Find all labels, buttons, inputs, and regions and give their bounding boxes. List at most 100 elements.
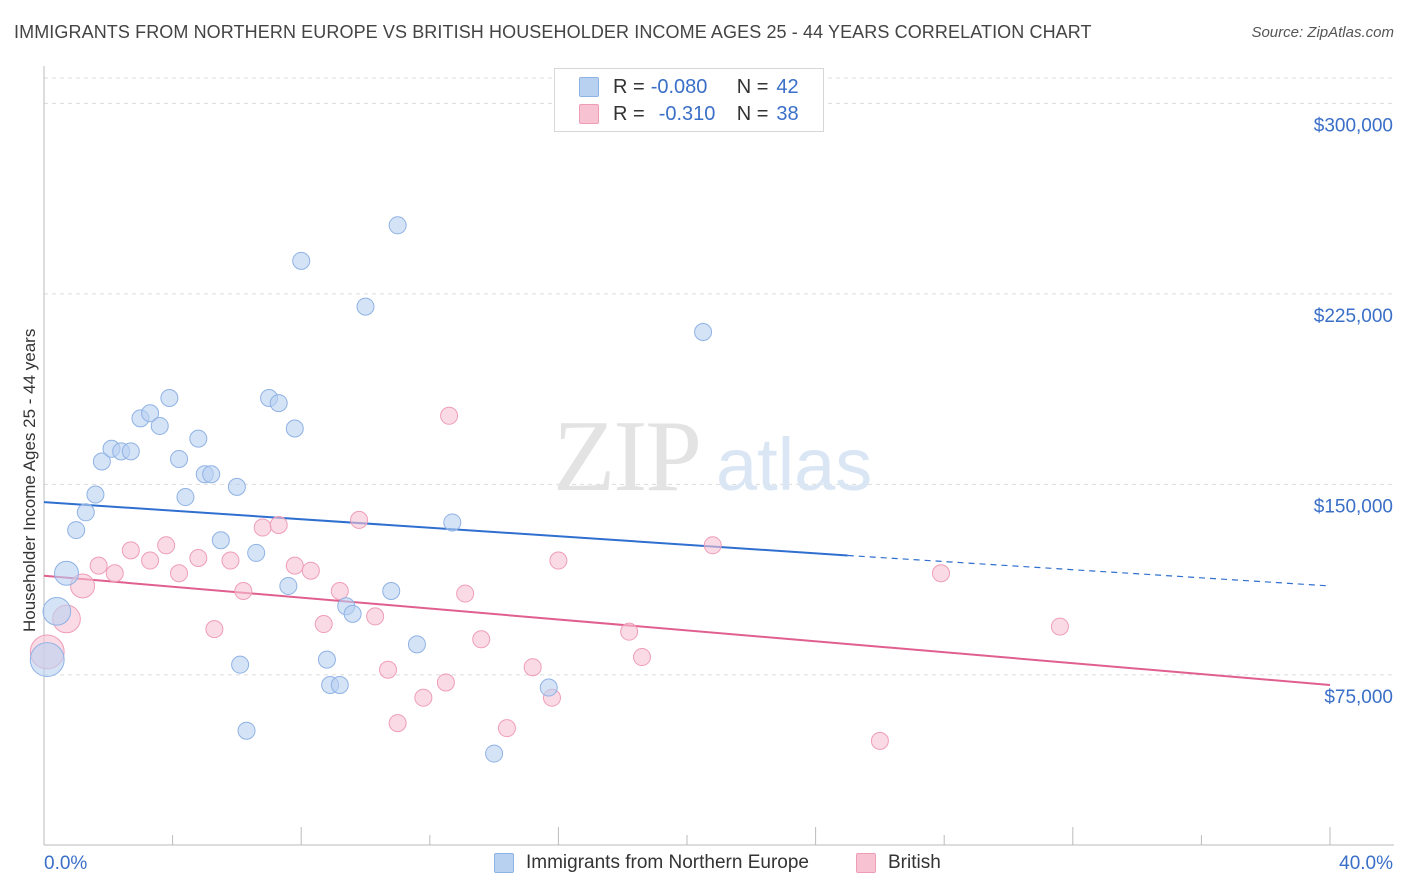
legend-r-label: R = [613, 102, 645, 125]
watermark-atlas: atlas [716, 423, 872, 506]
point-northern-europe [279, 576, 298, 595]
point-northern-europe [227, 477, 246, 496]
point-british [121, 541, 140, 560]
point-northern-europe [42, 597, 72, 626]
legend-n-value: 38 [776, 102, 799, 125]
point-northern-europe [67, 521, 86, 540]
point-british [436, 673, 455, 692]
point-northern-europe [247, 543, 266, 562]
labels-layer: $75,000 $150,000 $225,000 $300,000 0.0% 40.0% [44, 115, 1393, 874]
legend-n-value: 42 [776, 75, 799, 98]
point-northern-europe [539, 678, 558, 697]
legend-label: British [888, 852, 941, 873]
legend-swatch-blue [579, 77, 599, 97]
point-northern-europe [141, 404, 160, 423]
point-northern-europe [189, 429, 208, 448]
point-northern-europe [202, 465, 221, 484]
point-british [221, 551, 240, 570]
point-northern-europe [150, 416, 169, 435]
point-british [170, 564, 189, 583]
point-northern-europe [231, 655, 250, 674]
point-british [301, 561, 320, 580]
point-northern-europe [330, 675, 349, 694]
point-british [285, 556, 304, 575]
legend-r-value: -0.080 [650, 75, 708, 98]
point-northern-europe [54, 560, 79, 586]
point-northern-europe [237, 721, 256, 740]
point-northern-europe [407, 635, 426, 654]
point-northern-europe [170, 449, 189, 468]
point-british [388, 714, 407, 733]
point-british [89, 556, 108, 575]
point-northern-europe [121, 442, 140, 461]
point-northern-europe [92, 452, 111, 471]
point-northern-europe [269, 394, 288, 413]
legend-r-label: R = [613, 75, 645, 98]
point-northern-europe [443, 513, 462, 532]
series-legend: Immigrants from Northern Europe British [0, 852, 1406, 876]
point-british [105, 564, 124, 583]
legend-label: Immigrants from Northern Europe [526, 852, 809, 873]
axes-layer [43, 66, 1394, 846]
x-tick-label: 0.0% [44, 853, 87, 874]
chart-title: IMMIGRANTS FROM NORTHERN EUROPE VS BRITI… [14, 22, 1092, 42]
point-northern-europe [485, 744, 504, 763]
point-northern-europe [382, 582, 401, 601]
point-northern-europe [176, 488, 195, 507]
point-british [440, 406, 459, 425]
source-attribution: Source: ZipAtlas.com [1251, 24, 1394, 41]
y-tick-label: $300,000 [1314, 115, 1393, 136]
point-northern-europe [86, 485, 105, 504]
trendline-northern-europe-extension [847, 554, 1331, 587]
trendline-british [43, 574, 1331, 686]
point-british [931, 564, 950, 583]
legend-item-northern-europe[interactable]: Immigrants from Northern Europe [494, 852, 809, 874]
points-layer [29, 216, 1069, 763]
point-northern-europe [29, 642, 65, 678]
point-british [269, 515, 288, 534]
watermark-zip: ZIP [553, 400, 700, 513]
point-british [497, 719, 516, 738]
legend-n-label: N = [736, 75, 769, 98]
point-northern-europe [388, 216, 407, 235]
point-northern-europe [694, 322, 713, 341]
legend-swatch-pink [579, 104, 599, 124]
legend-r-value: -0.310 [658, 102, 716, 125]
legend-item-british[interactable]: British [856, 852, 941, 874]
point-british [330, 582, 349, 601]
point-british [472, 630, 491, 649]
point-northern-europe [292, 251, 311, 270]
point-british [234, 582, 253, 601]
point-british [253, 518, 272, 537]
y-tick-label: $75,000 [1324, 687, 1393, 708]
point-british [379, 660, 398, 679]
point-northern-europe [343, 604, 362, 623]
point-british [314, 615, 333, 634]
point-british [620, 622, 639, 641]
point-british [189, 549, 208, 568]
x-tick-label: 40.0% [1339, 853, 1393, 874]
point-british [456, 584, 475, 603]
point-british [1050, 617, 1069, 636]
point-british [870, 731, 889, 750]
point-british [632, 648, 651, 667]
point-british [141, 551, 160, 570]
point-british [350, 510, 369, 529]
point-northern-europe [211, 531, 230, 550]
point-british [703, 536, 722, 555]
point-northern-europe [76, 503, 95, 522]
correlation-legend: R = -0.080 N = 42 R = -0.310 N = 38 [554, 68, 824, 132]
y-axis-label: Householder Income Ages 25 - 44 years [20, 328, 39, 632]
legend-row-british: R = -0.310 N = 38 [579, 102, 799, 126]
legend-row-northern-europe: R = -0.080 N = 42 [579, 75, 799, 99]
point-british [366, 607, 385, 626]
legend-swatch-blue [494, 853, 514, 873]
y-tick-label: $150,000 [1314, 496, 1393, 517]
point-northern-europe [356, 297, 375, 316]
point-northern-europe [160, 389, 179, 408]
point-northern-europe [317, 650, 336, 669]
point-british [549, 551, 568, 570]
y-tick-label: $225,000 [1314, 306, 1393, 327]
point-british [205, 620, 224, 639]
